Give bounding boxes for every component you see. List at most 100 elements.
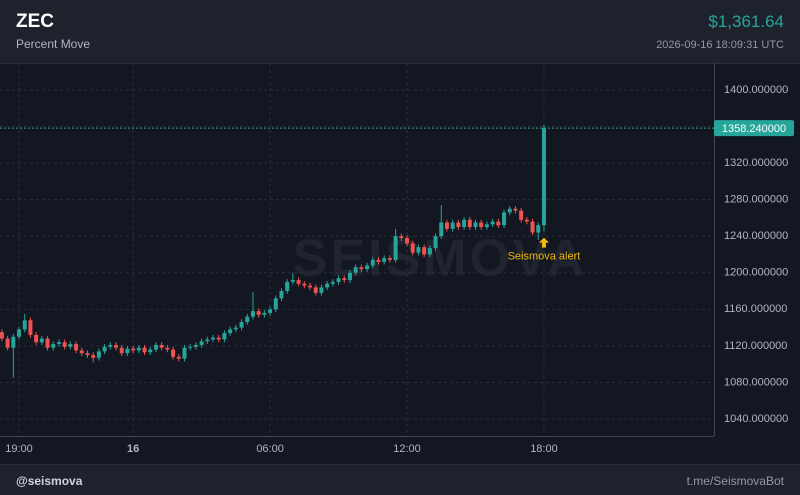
candle-body [496, 221, 501, 226]
candle-body [211, 337, 216, 340]
candle-body [342, 278, 347, 281]
symbol: ZEC [16, 11, 54, 32]
candle-body [102, 346, 107, 352]
candle-body [22, 320, 27, 330]
candle-body [250, 311, 255, 317]
candle-body [148, 349, 153, 353]
candle-body [370, 259, 375, 266]
candle-body [462, 219, 467, 228]
candle-body [74, 344, 79, 351]
candle-body [279, 291, 284, 299]
price: $1,361.64 [708, 12, 784, 31]
candle-body [91, 355, 96, 358]
candle-body [410, 243, 415, 253]
candle-body [68, 344, 73, 347]
candle-body [233, 327, 238, 330]
candle-body [142, 347, 147, 353]
candle-body [45, 338, 50, 348]
link: t.me/SeismovaBot [686, 474, 784, 488]
candle-body [422, 247, 427, 255]
candle-body [188, 346, 193, 348]
candle-body [359, 267, 364, 270]
candle-body [330, 281, 335, 284]
candle-body [502, 212, 507, 226]
candle-body [159, 344, 164, 348]
header: ZEC Percent Move $1,361.64 2026-09-16 18… [0, 0, 800, 64]
candle-body [536, 225, 541, 233]
candle-body [262, 312, 267, 315]
x-tick-label: 18:00 [530, 443, 558, 455]
candle-body [490, 221, 495, 225]
candle-body [119, 347, 124, 354]
watermark: SEISMOVA [293, 230, 588, 288]
candle-body [136, 347, 141, 351]
candle-body [153, 344, 158, 350]
candle-body [199, 341, 204, 345]
candle-body [308, 285, 313, 288]
timestamp: 2026-09-16 18:09:31 UTC [656, 39, 784, 51]
candle-body [541, 128, 546, 226]
y-tick-label: 1080.000000 [724, 376, 788, 388]
candle-body [530, 221, 535, 233]
y-tick-label: 1240.000000 [724, 230, 788, 242]
candle-body [108, 344, 113, 347]
candle-body [28, 320, 33, 335]
y-tick-label: 1400.000000 [724, 84, 788, 96]
last-price-tag [714, 120, 794, 137]
candle-body [182, 347, 187, 359]
candle-body [285, 281, 290, 292]
candle-body [467, 219, 472, 228]
candle-body [479, 222, 484, 228]
y-tick-label: 1040.000000 [724, 413, 788, 425]
footer: @seismova t.me/SeismovaBot [0, 464, 800, 495]
candle-body [256, 311, 261, 315]
candle-body [353, 267, 358, 273]
candle-body [39, 338, 44, 343]
candle-body [176, 356, 181, 359]
last-price-label: 1358.240000 [722, 123, 786, 135]
alert-arrow [538, 237, 549, 248]
handle: @seismova [16, 474, 83, 488]
candle-body [387, 258, 392, 260]
candle-body [222, 333, 227, 340]
candle-body [319, 287, 324, 293]
candle-body [325, 283, 330, 288]
candle-body [125, 348, 130, 354]
candle-body [239, 322, 244, 328]
candle-body [450, 222, 455, 229]
y-tick-label: 1160.000000 [724, 303, 787, 315]
y-tick-label: 1320.000000 [724, 157, 788, 169]
candle-body [273, 298, 278, 310]
candle-body [96, 351, 101, 358]
candle-body [205, 339, 210, 342]
candle-body [519, 210, 524, 220]
candle-body [507, 208, 512, 213]
x-tick-label: 16 [127, 443, 139, 455]
candle-body [444, 222, 449, 229]
candle-body [0, 332, 4, 339]
y-tick-label: 1200.000000 [724, 267, 788, 279]
candle-body [34, 334, 39, 343]
candle-body [405, 238, 410, 244]
candle-body [268, 309, 273, 313]
y-tick-label: 1280.000000 [724, 194, 788, 206]
candle-body [439, 222, 444, 237]
candle-body [456, 222, 461, 228]
candle-body [85, 353, 90, 356]
candle-body [290, 280, 295, 282]
candle-body [393, 236, 398, 260]
candle-body [56, 342, 61, 345]
candle-body [62, 342, 67, 347]
x-tick-label: 06:00 [256, 443, 284, 455]
candle-body [524, 219, 529, 222]
candle-body [433, 236, 438, 249]
x-tick-label: 12:00 [393, 443, 421, 455]
candle-body [5, 338, 10, 348]
candle-body [347, 272, 352, 281]
candle-body [513, 208, 518, 211]
candle-body [131, 348, 136, 351]
x-tick-label: 19:00 [5, 443, 33, 455]
y-tick-label: 1120.000000 [724, 340, 787, 352]
